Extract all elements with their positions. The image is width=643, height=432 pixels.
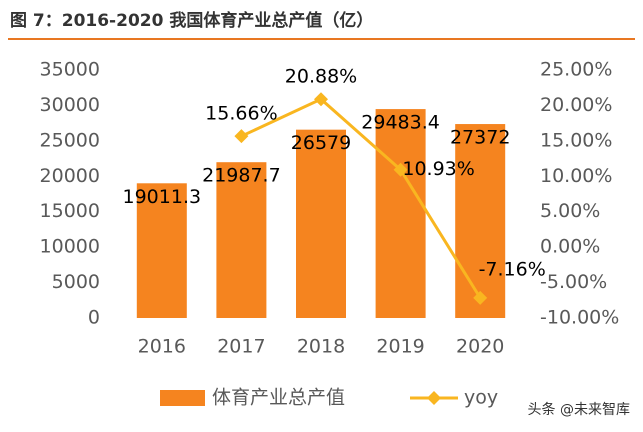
legend-label: yoy [464,387,498,409]
y2-tick-label: -5.00% [540,271,607,293]
y2-tick-label: 25.00% [540,59,612,81]
bar-value-label: 21987.7 [202,165,281,187]
bar [375,109,426,318]
y2-tick-label: 10.00% [540,165,612,187]
y-tick-label: 15000 [40,200,100,222]
line-value-label: 20.88% [285,66,357,88]
x-tick-label: 2018 [297,336,345,358]
x-tick-label: 2020 [456,336,504,358]
bar [455,124,506,318]
y-tick-label: 5000 [52,271,100,293]
marker [393,162,408,177]
y2-tick-label: -10.00% [540,307,619,329]
marker [314,92,328,107]
bar [136,183,187,318]
y2-tick-label: 20.00% [540,94,612,116]
y-tick-label: 35000 [40,59,100,81]
bar [216,162,267,318]
legend-label: 体育产业总产值 [212,387,345,409]
legend-marker [427,391,441,405]
x-tick-label: 2016 [138,336,186,358]
line [240,97,482,299]
x-tick-label: 2017 [217,336,265,358]
legend-swatch [160,390,205,406]
bar-value-label: 19011.3 [123,186,202,208]
line-value-label: -7.16% [479,258,546,280]
line-value-label: 10.93% [402,158,474,180]
y-tick-label: 30000 [40,94,100,116]
y-tick-label: 20000 [40,165,100,187]
marker [473,290,488,305]
chart-title: 图 7：2016-2020 我国体育产业总产值（亿） [10,10,373,31]
y2-tick-label: 5.00% [540,200,600,222]
line-value-label: 15.66% [205,103,277,125]
y-tick-label: 0 [88,307,100,329]
marker [234,129,249,144]
bar-value-label: 29483.4 [361,112,440,134]
bar [296,129,346,318]
y2-tick-label: 15.00% [540,129,612,151]
bar-value-label: 26579 [291,132,351,154]
watermark: 头条 @未来智库 [528,401,630,418]
y2-tick-label: 0.00% [540,236,600,258]
x-tick-label: 2019 [376,336,424,358]
y-tick-label: 10000 [40,236,100,258]
y-tick-label: 25000 [40,129,100,151]
bar-value-label: 27372 [450,127,510,149]
